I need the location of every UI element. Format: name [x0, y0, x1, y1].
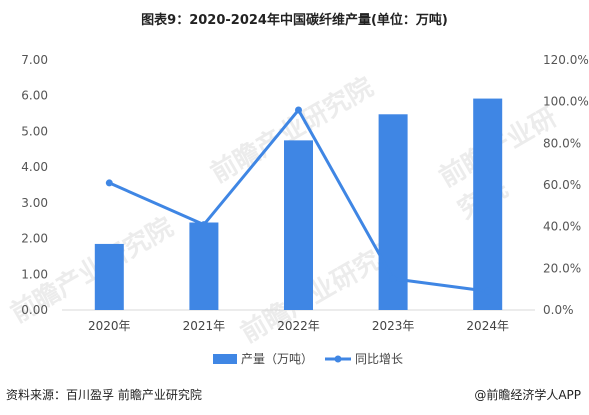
y-right-tick-label: 20.0%: [543, 261, 581, 275]
bar: [473, 98, 503, 310]
y-left-tick-label: 3.00: [21, 196, 48, 210]
y-left-tick-label: 1.00: [21, 267, 48, 281]
y-right-tick-label: 120.0%: [543, 53, 589, 67]
bar: [284, 140, 313, 310]
y-left-tick-label: 7.00: [21, 53, 48, 67]
growth-point: [389, 275, 397, 283]
y-right-tick-label: 0.0%: [543, 303, 574, 317]
x-tick-label: 2023年: [372, 319, 415, 333]
y-right-tick-label: 40.0%: [543, 220, 581, 234]
bar: [189, 222, 219, 310]
y-right-tick-label: 80.0%: [543, 136, 581, 150]
y-left-tick-label: 6.00: [21, 89, 48, 103]
source-note: 资料来源：百川盈孚 前瞻产业研究院: [6, 388, 202, 402]
x-tick-label: 2020年: [88, 319, 131, 333]
legend-label-line: 同比增长: [355, 352, 403, 366]
x-tick-label: 2022年: [277, 319, 320, 333]
chart-title: 图表9：2020-2024年中国碳纤维产量(单位：万吨): [141, 13, 448, 28]
legend-swatch-marker: [334, 355, 342, 363]
y-left-tick-label: 2.00: [21, 232, 48, 246]
y-left-tick-label: 5.00: [21, 124, 48, 138]
bar: [94, 243, 124, 310]
y-left-tick-label: 4.00: [21, 160, 48, 174]
y-left-tick-label: 0.00: [21, 303, 48, 317]
x-tick-label: 2024年: [466, 319, 509, 333]
legend-label-bar: 产量（万吨）: [241, 352, 313, 366]
growth-point: [105, 179, 113, 187]
growth-point: [295, 106, 302, 114]
growth-point: [200, 221, 208, 229]
credit-note: @前瞻经济学人APP: [474, 388, 581, 402]
y-right-tick-label: 60.0%: [543, 178, 581, 192]
x-tick-label: 2021年: [183, 319, 226, 333]
growth-point: [484, 287, 492, 295]
y-right-tick-label: 100.0%: [543, 95, 589, 109]
legend-swatch-bar: [213, 354, 237, 364]
